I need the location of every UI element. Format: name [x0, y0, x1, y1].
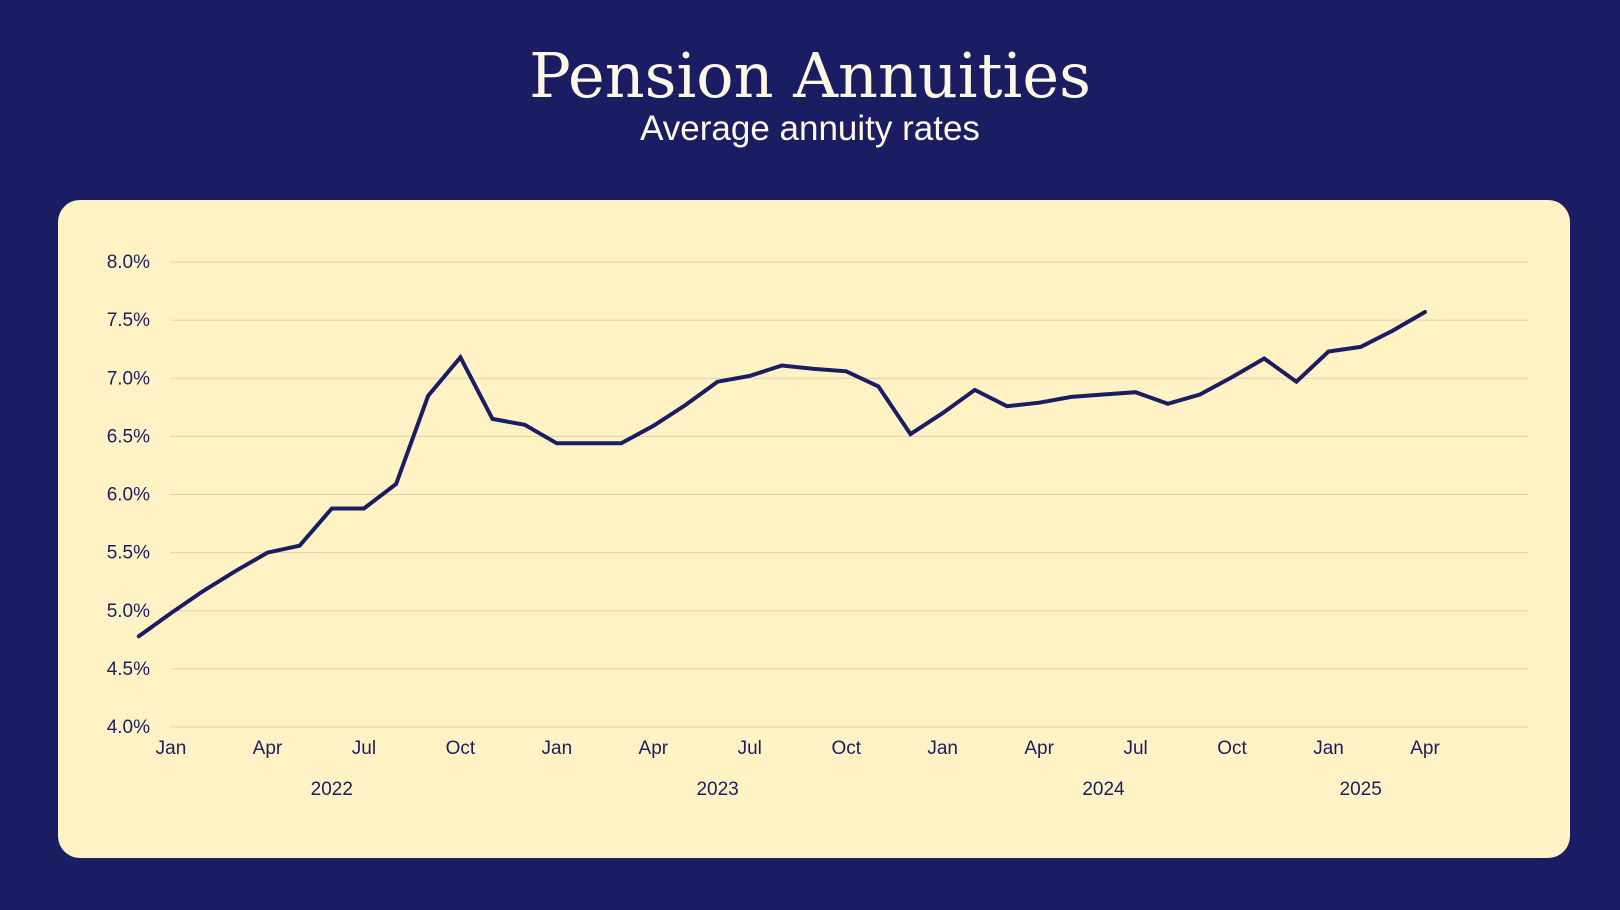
y-tick-label: 7.5%	[107, 310, 150, 331]
x-tick-label: Apr	[639, 738, 669, 759]
x-tick-label: Apr	[253, 738, 283, 759]
x-year-label: 2023	[696, 779, 738, 800]
x-tick-label: Oct	[446, 738, 476, 759]
x-year-label: 2025	[1340, 779, 1382, 800]
x-tick-label: Jul	[738, 738, 762, 759]
y-tick-label: 4.0%	[107, 717, 150, 738]
x-tick-label: Jul	[352, 738, 376, 759]
y-tick-label: 8.0%	[107, 252, 150, 273]
x-tick-label: Jul	[1123, 738, 1147, 759]
x-tick-label: Jan	[927, 738, 958, 759]
x-tick-label: Apr	[1024, 738, 1054, 759]
y-tick-label: 5.0%	[107, 601, 150, 622]
y-tick-label: 6.0%	[107, 485, 150, 506]
y-tick-label: 4.5%	[107, 659, 150, 680]
chart-title: Pension Annuities	[529, 39, 1091, 112]
chart-card: 8.0% 7.5% 7.0% 6.5% 6.0% 5.5% 5.0% 4.5% 4.0% Jan A…	[58, 200, 1570, 858]
x-year-label: 2024	[1082, 779, 1125, 800]
x-tick-label: Oct	[1217, 738, 1247, 759]
x-tick-label: Jan	[542, 738, 573, 759]
x-tick-label: Oct	[831, 738, 861, 759]
y-tick-label: 7.0%	[107, 368, 150, 389]
x-year-label: 2022	[311, 779, 353, 800]
x-tick-label: Apr	[1410, 738, 1440, 759]
series-line	[136, 310, 1427, 639]
line-chart: 8.0% 7.5% 7.0% 6.5% 6.0% 5.5% 5.0% 4.5% 4.0% Jan A…	[107, 252, 1528, 800]
y-tick-label: 5.5%	[107, 543, 150, 564]
x-tick-label: Jan	[156, 738, 187, 759]
x-tick-label: Jan	[1313, 738, 1344, 759]
y-tick-label: 6.5%	[107, 426, 150, 447]
chart-subtitle: Average annuity rates	[640, 109, 980, 148]
